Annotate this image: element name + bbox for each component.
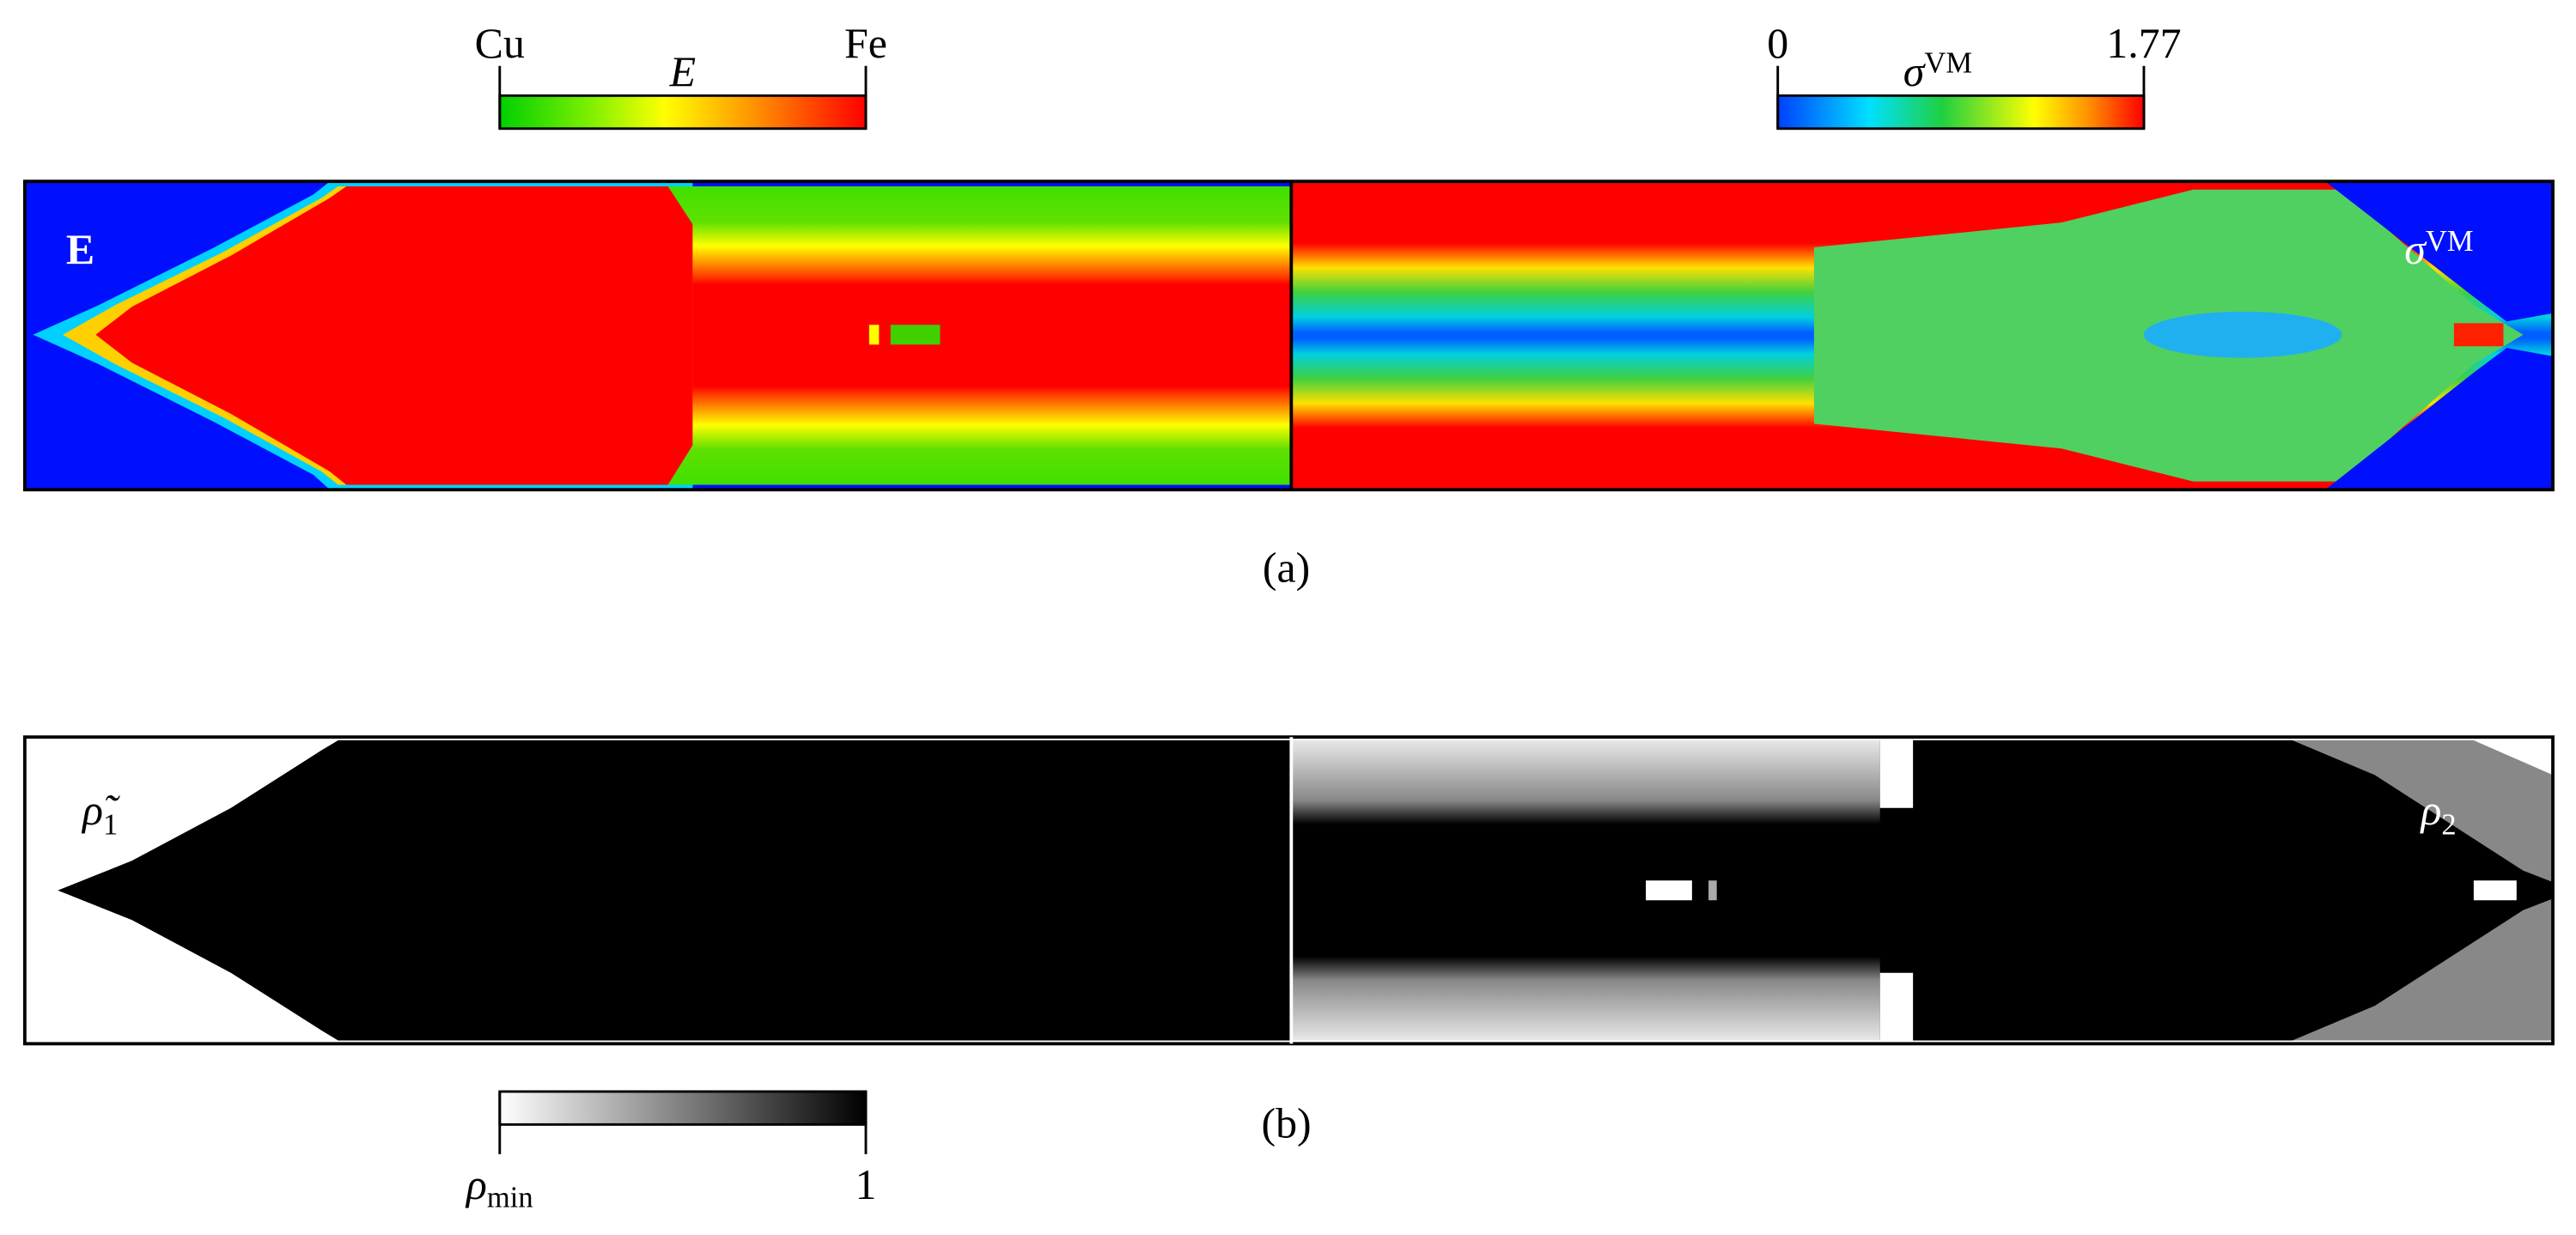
sub: min <box>487 1181 533 1214</box>
sup: VM <box>1924 46 1972 79</box>
field-spot <box>890 325 941 345</box>
rho: ρ <box>2419 787 2441 834</box>
colorbar-rho <box>498 1090 868 1126</box>
colorbar-max-label: 1 <box>856 1161 877 1208</box>
colorbar-min-label: 0 <box>1767 20 1788 67</box>
colorbar-e <box>498 94 868 131</box>
field-blue <box>2325 181 2554 322</box>
field-spot <box>2473 880 2517 901</box>
sub: 1 <box>103 808 118 841</box>
panel-frame <box>22 735 2555 1046</box>
colorbar-max-label: 1.77 <box>2106 20 2181 67</box>
field-white <box>1879 740 1914 808</box>
colorbar-vm <box>1776 94 2146 131</box>
colorbar-min-label: ρmin <box>465 1161 533 1214</box>
right-label: ρ2 <box>2419 787 2456 842</box>
right-label: σVM <box>2404 225 2473 273</box>
left-label: E <box>66 226 94 273</box>
field-black <box>58 740 1292 1041</box>
colorbar-max-label: Fe <box>844 20 887 67</box>
field-red <box>95 186 693 485</box>
field-blue <box>2325 348 2554 490</box>
field-spot <box>1646 880 1692 901</box>
caption: (b) <box>1261 1100 1311 1147</box>
field-spot <box>1708 880 1717 901</box>
field-spot <box>868 325 880 345</box>
sigma: σ <box>2404 226 2427 273</box>
sigma: σ <box>1903 48 1927 95</box>
field-gray <box>2292 898 2554 1041</box>
field-white <box>2473 740 2554 776</box>
caption: (a) <box>1263 544 1310 592</box>
field-stripes <box>1291 740 1918 1041</box>
colorbar-title: E <box>669 48 697 95</box>
colorbar-min-label: Cu <box>475 20 525 67</box>
field-white <box>1879 972 1914 1041</box>
colorbar-title: σVM <box>1903 46 1972 94</box>
panel-frame <box>22 179 2555 492</box>
field-stripes <box>667 186 1292 485</box>
sup: VM <box>2426 225 2474 258</box>
field-spot <box>2453 323 2504 347</box>
field-gray <box>2292 740 2554 883</box>
sub: 2 <box>2441 808 2456 841</box>
field-spot <box>2143 311 2342 358</box>
rho: ρ <box>465 1161 487 1208</box>
field-black <box>1879 740 2554 1041</box>
